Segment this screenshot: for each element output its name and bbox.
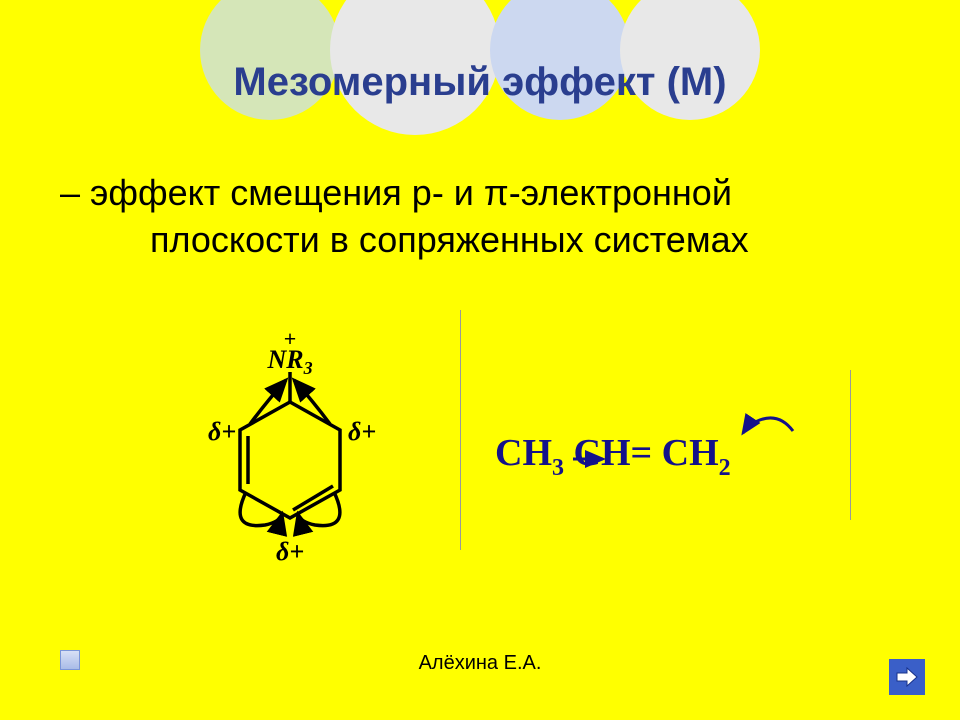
diagram-area: + NR3 δ+ δ+ δ+ CH3 CH= CH2 [0, 310, 960, 610]
arrow-right-icon [895, 667, 919, 687]
slide-marker-icon [60, 650, 80, 670]
svg-text:δ+: δ+ [208, 417, 236, 446]
body-line-2: плоскости в сопряженных системах [60, 217, 900, 264]
next-slide-button[interactable] [889, 659, 925, 695]
guide-line [460, 310, 461, 550]
svg-text:NR3: NR3 [266, 345, 312, 378]
author-footer: Алёхина Е.А. [0, 652, 960, 675]
svg-text:CH3 CH= CH2: CH3 CH= CH2 [495, 432, 731, 481]
benzene-structure: + NR3 δ+ δ+ δ+ [150, 330, 430, 590]
propene-structure: CH3 CH= CH2 [495, 405, 835, 505]
body-line-1: – эффект смещения р- и π-электронной [60, 170, 900, 217]
slide-title: Мезомерный эффект (М) [0, 60, 960, 105]
guide-line [850, 370, 851, 520]
svg-text:δ+: δ+ [348, 417, 376, 446]
slide-body: – эффект смещения р- и π-электронной пло… [60, 170, 900, 264]
svg-text:δ+: δ+ [276, 537, 304, 566]
